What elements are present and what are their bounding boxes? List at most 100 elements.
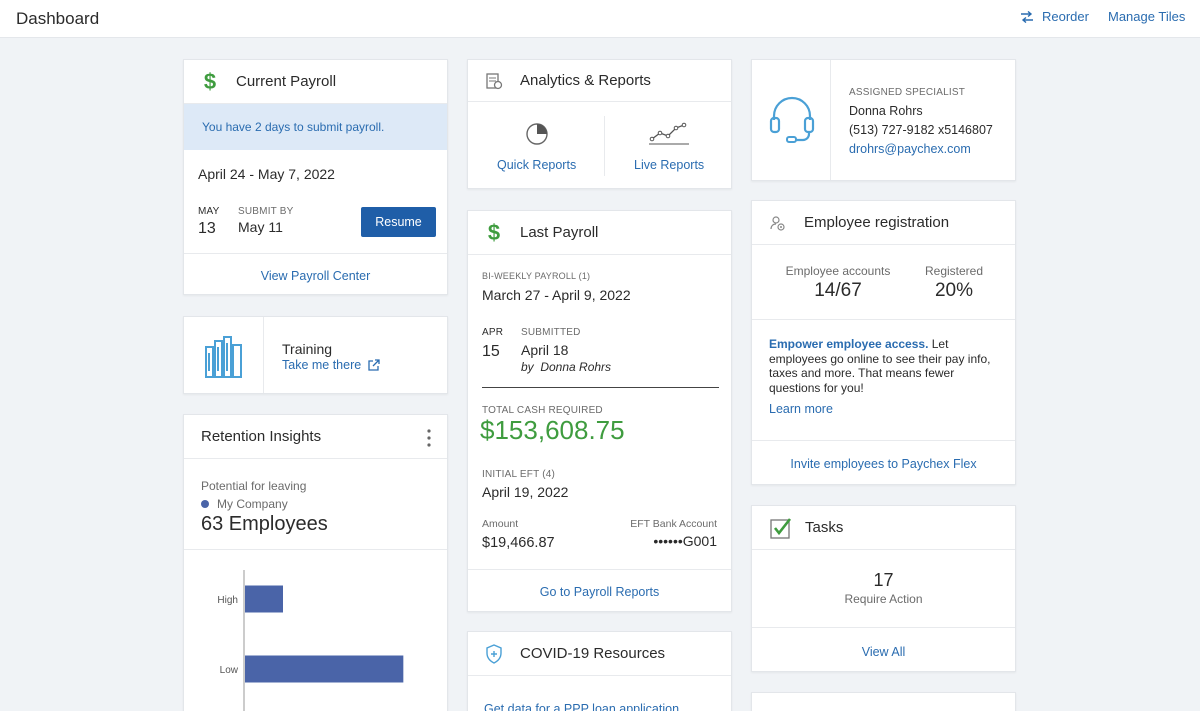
empower-message: Empower employee access. Let employees g… [769, 337, 1005, 395]
last-payroll-period: March 27 - April 9, 2022 [482, 287, 631, 303]
amount-value: $19,466.87 [482, 535, 555, 551]
empower-link[interactable]: Empower employee access. [769, 337, 929, 351]
submit-by-label: SUBMIT BY [238, 206, 294, 217]
analytics-card: Analytics & Reports Quick Reports Live R… [467, 59, 732, 189]
submitted-value: April 18 [521, 342, 569, 358]
divider [184, 253, 447, 254]
payroll-day: 13 [198, 220, 216, 237]
pie-chart-icon [526, 123, 548, 145]
invite-employees-link[interactable]: Invite employees to Paychex Flex [790, 457, 977, 471]
more-options-icon[interactable] [426, 428, 432, 448]
checkbox-checked-icon [769, 517, 793, 539]
submitted-label: SUBMITTED [521, 327, 581, 338]
divider-vertical [604, 116, 605, 176]
legend-item: My Company [201, 497, 288, 511]
registered-label: Registered [924, 264, 984, 278]
last-payroll-card: $ Last Payroll BI-WEEKLY PAYROLL (1) Mar… [467, 210, 732, 612]
learn-more-link[interactable]: Learn more [769, 402, 833, 416]
current-payroll-title: Current Payroll [236, 73, 337, 90]
legend-label: My Company [217, 497, 288, 511]
specialist-name: Donna Rohrs [849, 104, 923, 118]
specialist-card: ASSIGNED SPECIALIST Donna Rohrs (513) 72… [751, 59, 1016, 181]
divider [752, 319, 1015, 320]
dollar-icon: $ [203, 68, 217, 94]
view-all-link[interactable]: View All [861, 645, 906, 659]
divider [752, 627, 1015, 628]
covid-title: COVID-19 Resources [520, 645, 666, 662]
user-settings-icon [766, 214, 790, 232]
ppp-loan-link[interactable]: Get data for a PPP loan application [484, 702, 680, 711]
payroll-period: April 24 - May 7, 2022 [198, 166, 335, 182]
quick-reports-tile[interactable]: Quick Reports [468, 103, 604, 188]
page-title: Dashboard [16, 9, 100, 28]
eft-label: INITIAL EFT (4) [482, 469, 556, 480]
covid-card: COVID-19 Resources Get data for a PPP lo… [467, 631, 732, 711]
last-payroll-month: APR [482, 327, 504, 338]
retention-header: Retention Insights [184, 415, 447, 459]
bar-high [245, 585, 283, 613]
external-link-icon [368, 359, 380, 371]
payroll-month: MAY [198, 206, 220, 217]
go-to-payroll-reports-link[interactable]: Go to Payroll Reports [539, 585, 660, 599]
headset-icon [769, 96, 815, 143]
live-reports-label: Live Reports [634, 158, 705, 172]
tasks-header: Tasks [752, 506, 1015, 550]
dollar-icon: $ [487, 219, 501, 245]
amount-label: Amount [482, 518, 519, 530]
take-me-there-label: Take me there [282, 358, 362, 372]
bank-label: EFT Bank Account [630, 518, 717, 530]
payroll-type-label: BI-WEEKLY PAYROLL (1) [482, 271, 591, 281]
payroll-notice: You have 2 days to submit payroll. [184, 104, 447, 150]
accounts-stat: Employee accounts 14/67 [776, 264, 900, 302]
last-payroll-header: $ Last Payroll [468, 211, 731, 255]
total-cash-value: $153,608.75 [480, 415, 625, 445]
registered-value: 20% [934, 280, 974, 301]
reorder-label: Reorder [1042, 9, 1089, 24]
total-cash-label: TOTAL CASH REQUIRED [482, 405, 603, 416]
employee-registration-header: Employee registration [752, 201, 1015, 245]
manage-tiles-link[interactable]: Manage Tiles [1108, 9, 1186, 24]
view-payroll-center-link[interactable]: View Payroll Center [260, 269, 371, 283]
current-payroll-card: $ Current Payroll You have 2 days to sub… [183, 59, 448, 295]
divider-dark [482, 387, 719, 388]
tasks-title: Tasks [805, 519, 844, 536]
registered-stat: Registered 20% [912, 264, 996, 302]
next-card-partial [751, 692, 1016, 711]
employee-registration-card: Employee registration Employee accounts … [751, 200, 1016, 485]
divider [752, 440, 1015, 441]
training-title: Training [282, 341, 333, 357]
eft-date: April 19, 2022 [482, 484, 569, 500]
retention-insights-card: Retention Insights Potential for leaving… [183, 414, 448, 711]
bank-value: ••••••G001 [653, 533, 717, 549]
quick-reports-label: Quick Reports [497, 158, 577, 172]
reorder-icon [1021, 10, 1033, 23]
report-icon [482, 72, 506, 90]
divider-vertical [830, 60, 831, 180]
resume-button[interactable]: Resume [361, 207, 436, 237]
legend-swatch [201, 500, 209, 508]
shield-plus-icon [482, 643, 506, 664]
top-bar: Dashboard Reorder Manage Tiles [0, 0, 1200, 38]
retention-bar-chart: High Low [217, 570, 404, 711]
specialist-email[interactable]: drohrs@paychex.com [849, 142, 971, 156]
books-icon [204, 335, 244, 384]
tasks-count: 17 [873, 570, 894, 590]
employee-registration-title: Employee registration [804, 214, 950, 231]
potential-label: Potential for leaving [201, 479, 307, 493]
covid-header: COVID-19 Resources [468, 632, 731, 676]
tick-label-low: Low [220, 665, 239, 676]
divider [468, 569, 731, 570]
retention-title: Retention Insights [201, 428, 322, 445]
training-card: Training Take me there [183, 316, 448, 394]
current-payroll-header: $ Current Payroll [184, 60, 447, 104]
bar-low [245, 655, 404, 683]
submit-by-value: May 11 [238, 219, 283, 235]
tasks-count-label: Require Action [844, 592, 923, 606]
divider-vertical [263, 317, 264, 393]
reorder-button[interactable]: Reorder [1020, 9, 1089, 24]
take-me-there-link[interactable]: Take me there [282, 358, 381, 372]
analytics-title: Analytics & Reports [520, 72, 651, 89]
specialist-phone: (513) 727-9182 x5146807 [849, 123, 993, 137]
live-reports-tile[interactable]: Live Reports [605, 103, 731, 188]
last-payroll-title: Last Payroll [520, 224, 599, 241]
